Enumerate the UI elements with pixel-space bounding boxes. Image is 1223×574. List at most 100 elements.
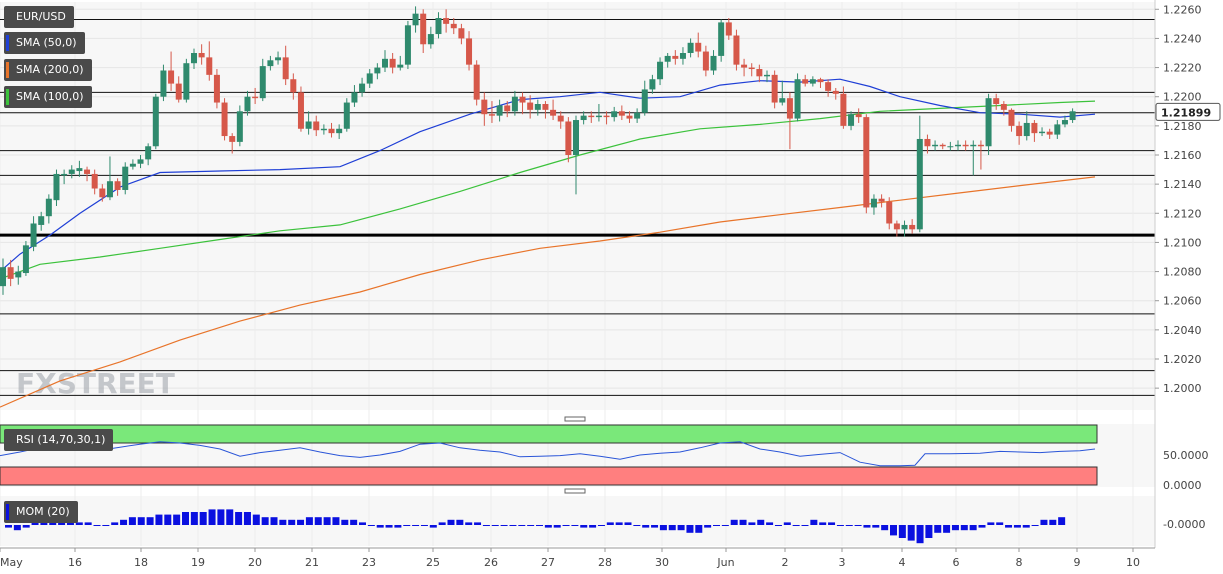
symbol-label[interactable]: EUR/USD <box>4 6 74 28</box>
candle-body <box>328 128 335 134</box>
candle-body <box>611 111 618 118</box>
mom-bar <box>881 525 889 531</box>
candle-body <box>702 51 709 71</box>
candle-body <box>122 166 129 190</box>
mom-bar <box>155 514 163 525</box>
candle-body <box>1031 122 1038 134</box>
candle-body <box>22 245 29 274</box>
mom-bar <box>730 519 738 525</box>
main-plot-background <box>0 2 1155 410</box>
candle-body <box>977 144 984 147</box>
mom-bar <box>969 525 977 531</box>
candle-body <box>924 138 931 147</box>
candle-body <box>672 55 679 59</box>
sma200-line <box>0 176 1096 408</box>
candle-body <box>152 96 159 147</box>
candle-body <box>114 181 121 190</box>
mom-bar <box>659 525 667 531</box>
candle-body <box>1008 109 1015 126</box>
candle-body <box>404 25 411 65</box>
mom-bar <box>323 517 331 525</box>
mom-bar <box>359 522 366 525</box>
candle-body <box>221 102 228 137</box>
current-price-text: 1.21899 <box>1161 106 1211 119</box>
mom-bar <box>367 525 375 526</box>
mom-bar <box>1013 525 1021 528</box>
candle-body <box>825 82 832 91</box>
candle-body <box>198 53 205 58</box>
mom-bar <box>102 525 110 526</box>
mom-bar <box>943 525 951 533</box>
x-tick-label: 2 <box>782 556 789 569</box>
candle-body <box>848 114 855 126</box>
mom-bar <box>376 525 384 528</box>
mom-bar <box>872 525 880 528</box>
rsi-tick-label: 0.0000 <box>1163 479 1202 492</box>
candle-body <box>878 198 885 202</box>
candle-body <box>45 198 52 217</box>
mom-bar <box>173 514 181 525</box>
candle-body <box>634 112 641 119</box>
sma50-label[interactable]: SMA (50,0) <box>4 32 85 54</box>
candle-body <box>168 70 175 84</box>
mom-bar <box>854 525 862 526</box>
candle-body <box>236 111 243 142</box>
mom-bar <box>527 525 535 526</box>
candle-body <box>61 173 68 176</box>
candle-body <box>106 181 113 198</box>
candle-body <box>916 138 923 230</box>
sma100-label[interactable]: SMA (100,0) <box>4 86 92 108</box>
x-tick-label: 18 <box>134 556 148 569</box>
rsi-tick-label: 50.0000 <box>1163 449 1209 462</box>
candle-body <box>657 61 664 80</box>
mom-bar <box>951 525 959 531</box>
mom-bar <box>314 517 322 525</box>
candle-body <box>870 198 877 208</box>
candle-body <box>893 223 900 230</box>
candle-body <box>290 79 297 93</box>
candle-body <box>397 64 404 68</box>
candle-body <box>649 79 656 90</box>
mom-bar <box>252 514 260 525</box>
candle-body <box>458 28 465 39</box>
sma200-label[interactable]: SMA (200,0) <box>4 59 92 81</box>
candle-body <box>511 96 518 112</box>
mom-label[interactable]: MOM (20) <box>4 501 78 523</box>
y-tick-label: 1.2080 <box>1163 266 1202 279</box>
mom-bar <box>960 525 968 531</box>
mom-bar <box>465 522 473 525</box>
candle-body <box>527 102 534 110</box>
candle-body <box>275 57 282 61</box>
x-tick-label: Jun <box>716 556 734 569</box>
sma100-color-marker <box>6 89 9 105</box>
price-axis-background <box>1155 0 1223 574</box>
candle-body <box>618 111 625 116</box>
x-tick-label: 26 <box>484 556 498 569</box>
mom-bar <box>482 525 490 526</box>
mom-bar <box>606 522 614 525</box>
candle-body <box>1039 131 1046 134</box>
mom-bar <box>93 525 101 526</box>
mom-bar <box>766 522 774 525</box>
rsi-label[interactable]: RSI (14,70,30,1) <box>4 429 114 451</box>
candle-body <box>412 13 419 26</box>
mom-bar <box>597 525 605 526</box>
candle-body <box>855 114 862 118</box>
candle-body <box>137 159 144 164</box>
mom-bar <box>199 512 207 525</box>
mom-bar <box>810 519 818 525</box>
x-tick-label: 8 <box>1016 556 1023 569</box>
x-tick-label: 9 <box>1074 556 1081 569</box>
mom-color-marker <box>6 504 9 520</box>
candle-body <box>1054 124 1061 135</box>
candle-body <box>756 69 763 77</box>
candle-body <box>840 93 847 126</box>
mom-bar <box>438 522 446 525</box>
candle-body <box>435 18 442 35</box>
x-tick-label: 30 <box>655 556 669 569</box>
sma50-label-text: SMA (50,0) <box>16 36 77 49</box>
candle-body <box>297 92 304 129</box>
sma200-label-text: SMA (200,0) <box>16 63 84 76</box>
candle-body <box>496 105 503 116</box>
candle-body <box>863 117 870 208</box>
